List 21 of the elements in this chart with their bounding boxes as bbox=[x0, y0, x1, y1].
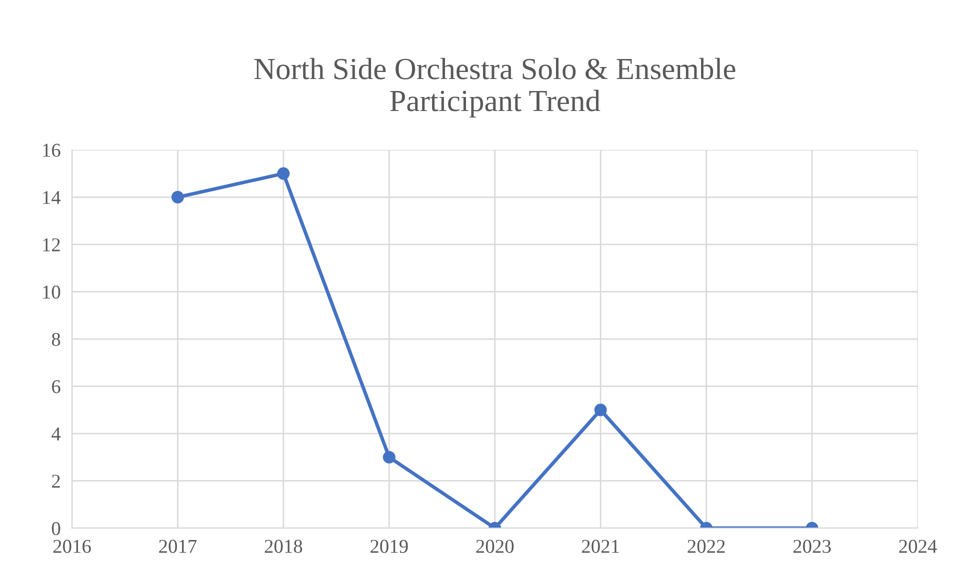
x-tick-label: 2017 bbox=[159, 540, 197, 553]
point bbox=[171, 190, 184, 204]
x-tick-label: 2023 bbox=[793, 540, 831, 553]
point bbox=[277, 167, 290, 180]
y-tick-label: 4 bbox=[52, 428, 61, 440]
y-tick-label: 16 bbox=[43, 144, 60, 157]
x-tick-label: 2016 bbox=[53, 540, 91, 553]
y-tick-label: 0 bbox=[52, 522, 60, 536]
y-tick-label: 10 bbox=[43, 286, 60, 299]
x-tick-label: 2019 bbox=[370, 540, 408, 553]
x-tick-label: 2018 bbox=[264, 540, 302, 553]
x-tick-label: 2021 bbox=[582, 540, 619, 553]
x-tick-label: 2020 bbox=[476, 540, 514, 553]
y-tick-label: 2 bbox=[52, 474, 60, 488]
y-tick-label: 12 bbox=[43, 238, 60, 252]
y-tick-label: 14 bbox=[43, 191, 61, 204]
y-tick-label: 6 bbox=[52, 380, 60, 394]
chart-title: North Side Orchestra Solo & Ensemble Participant Trend bbox=[254, 58, 736, 118]
x-tick-label: 2022 bbox=[688, 540, 725, 553]
x-tick-label: 2024 bbox=[899, 540, 937, 553]
y-tick-label: 8 bbox=[52, 332, 60, 346]
